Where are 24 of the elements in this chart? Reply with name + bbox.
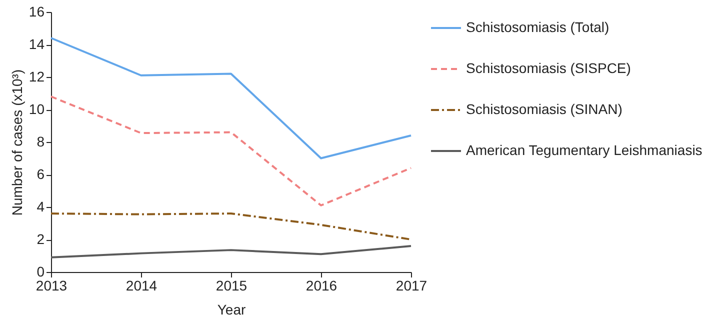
- x-tick-label: 2016: [306, 278, 338, 294]
- x-tick-label: 2015: [216, 278, 248, 294]
- x-tick-label: 2017: [396, 278, 428, 294]
- y-tick-label: 16: [28, 4, 45, 20]
- legend-label: American Tegumentary Leishmaniasis: [466, 142, 702, 158]
- y-tick-label: 12: [28, 68, 45, 84]
- line-series: [50, 212, 412, 240]
- y-tick-label: 8: [36, 134, 45, 150]
- x-axis-title: Year: [217, 302, 246, 318]
- y-axis-title: Number of cases (x10³): [8, 69, 25, 216]
- line-series: [50, 96, 412, 206]
- y-tick-label: 6: [36, 166, 45, 182]
- x-tick-label: 2013: [36, 278, 68, 294]
- legend-label: Schistosomiasis (SINAN): [466, 101, 622, 117]
- y-tick-label: 14: [28, 36, 45, 52]
- y-tick-label: 10: [28, 101, 45, 117]
- line-series: [50, 37, 412, 160]
- line-series: [50, 245, 412, 258]
- x-tick-label: 2014: [126, 278, 158, 294]
- legend-label: Schistosomiasis (Total): [466, 19, 610, 35]
- y-tick-label: 4: [36, 198, 45, 214]
- legend-label: Schistosomiasis (SISPCE): [466, 60, 631, 76]
- y-tick-label: 0: [36, 264, 45, 280]
- y-tick-label: 2: [36, 231, 45, 247]
